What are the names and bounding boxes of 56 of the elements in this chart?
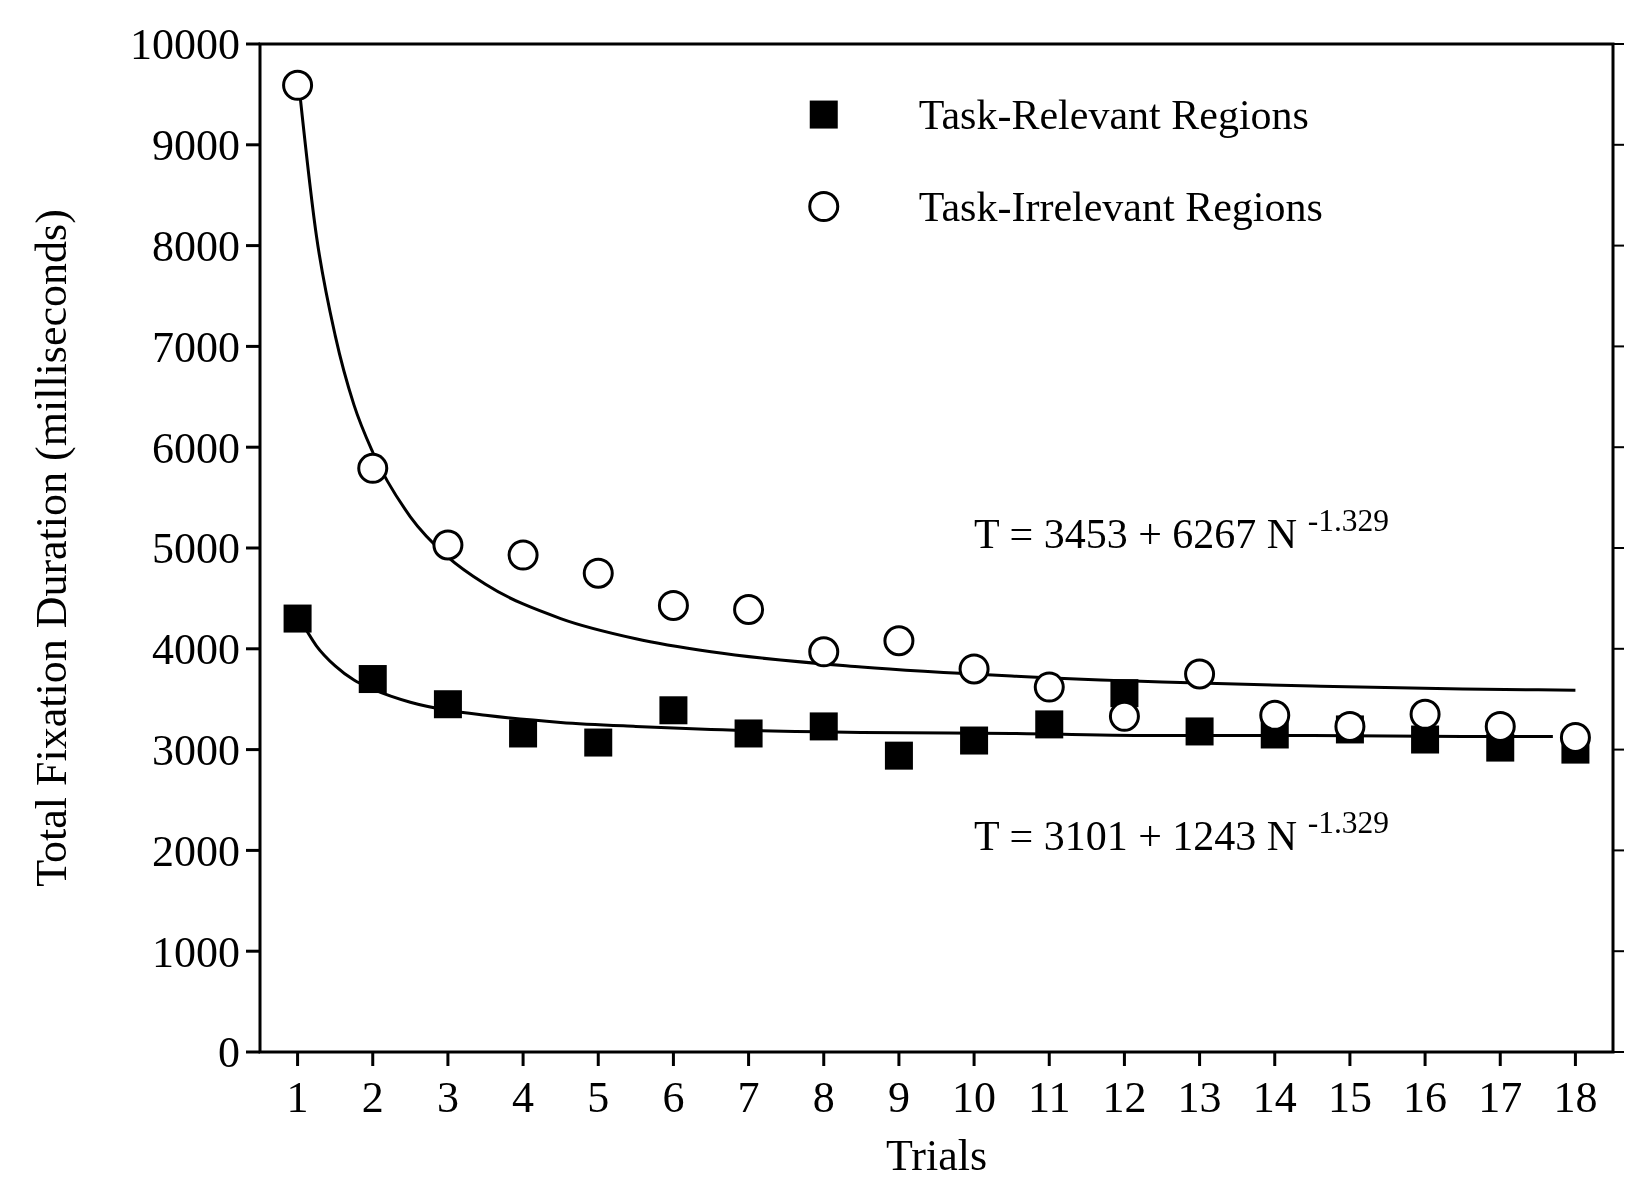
x-tick-label: 9 [887,1073,910,1122]
point [884,741,913,770]
point [432,529,464,561]
x-tick-label: 16 [1403,1073,1448,1122]
point [509,719,538,748]
x-tick-label: 1 [286,1073,309,1122]
point [1035,710,1064,739]
point [357,452,389,484]
y-axis-title: Total Fixation Duration (milliseconds) [27,209,76,887]
annotation: T = 3101 + 1243 N $^{-1.329}$ [974,804,1390,860]
y-tick-label: 9000 [152,121,240,171]
x-tick-label: 17 [1478,1073,1523,1122]
x-tick-label: 12 [1102,1073,1147,1122]
y-tick-label: 4000 [152,625,240,675]
point [734,719,763,748]
x-axis-title: Trials [885,1131,988,1180]
point [1411,725,1440,754]
x-tick-label: 15 [1327,1073,1372,1122]
y-tick-label: 2000 [152,826,240,876]
y-tick-label: 8000 [152,222,240,271]
y-tick-label: 5000 [152,524,240,574]
y-tick-label: 6000 [152,423,240,473]
y-tick-label: 0 [218,1028,240,1078]
point [960,726,989,755]
x-tick-label: 8 [812,1073,835,1122]
point [1259,699,1291,731]
x-tick-label: 3 [436,1073,459,1122]
point [282,69,314,101]
x-tick-label: 2 [361,1073,384,1122]
x-tick-label: 5 [587,1073,610,1122]
point [1185,717,1214,746]
y-tick-label: 1000 [152,927,240,977]
x-tick-label: 18 [1553,1073,1598,1122]
point [1559,722,1591,753]
y-tick-label: 7000 [152,322,240,372]
point [283,604,312,633]
y-tick-label: 10000 [130,20,240,70]
point [358,665,387,694]
point [1033,671,1065,703]
point [1184,658,1216,690]
x-tick-label: 10 [952,1073,997,1122]
x-tick-label: 7 [737,1073,760,1122]
x-tick-label: 14 [1252,1073,1297,1122]
point [958,653,990,685]
point [584,728,613,757]
x-tick-label: 4 [512,1073,535,1122]
x-tick-label: 11 [1028,1073,1071,1122]
legend-label: Task-Irrelevant Regions [918,183,1323,230]
x-tick-label: 6 [662,1073,685,1122]
point [659,696,688,725]
annotation: T = 3453 + 6267 N $^{-1.329}$ [974,502,1390,557]
point [433,690,462,719]
point [809,712,838,741]
x-tick-label: 13 [1177,1073,1222,1122]
y-tick-label: 3000 [152,726,240,775]
legend-label: Task-Relevant Regions [918,91,1309,138]
